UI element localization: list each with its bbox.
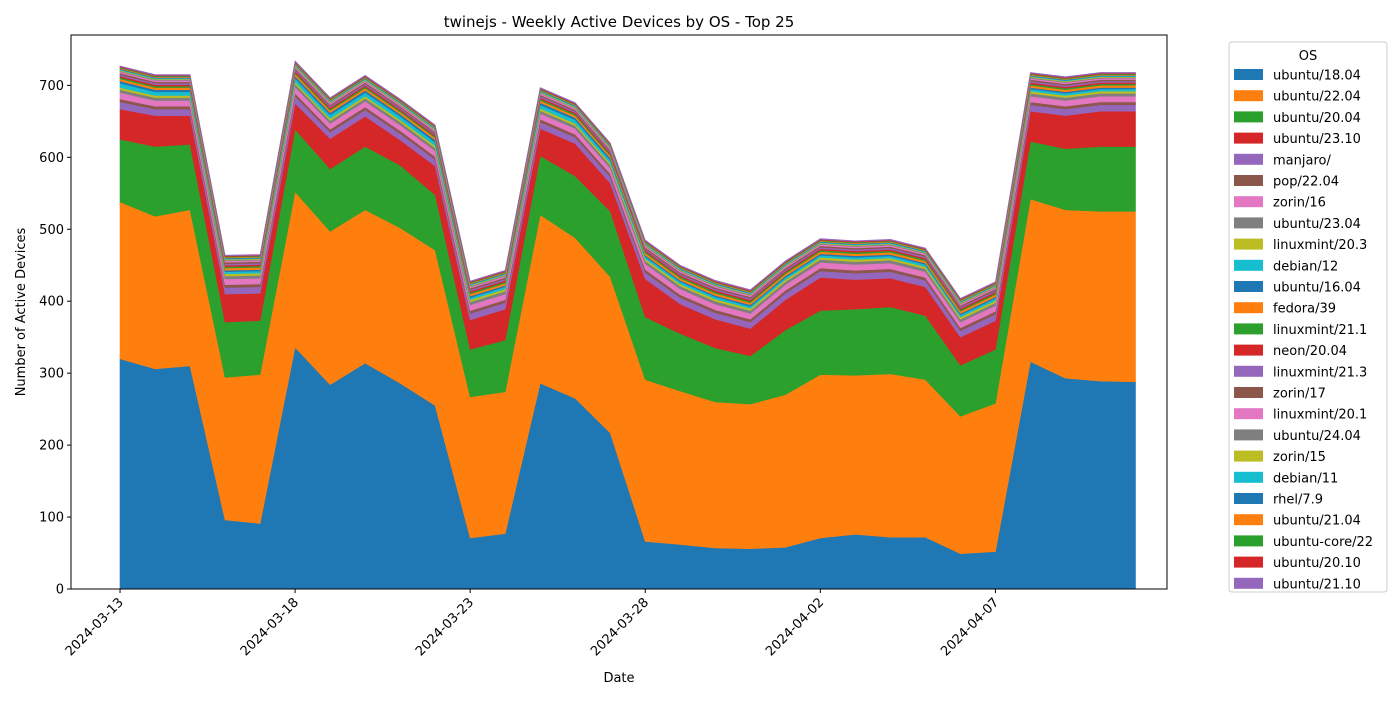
legend-label-3: ubuntu/23.10 [1273, 132, 1361, 147]
legend-label-5: pop/22.04 [1273, 175, 1339, 190]
legend-swatch-5 [1234, 175, 1263, 186]
legend-label-8: linuxmint/20.3 [1273, 238, 1367, 253]
legend-label-24: ubuntu/21.10 [1273, 577, 1361, 592]
y-axis-label: Number of Active Devices [14, 227, 29, 396]
legend-swatch-24 [1234, 577, 1263, 589]
legend-label-13: neon/20.04 [1273, 344, 1347, 359]
legend-swatch-4 [1234, 153, 1263, 165]
legend-swatch-2 [1234, 111, 1263, 123]
y-tick-label-6: 600 [39, 151, 64, 166]
legend-label-6: zorin/16 [1273, 196, 1326, 211]
legend-label-22: ubuntu-core/22 [1273, 535, 1373, 550]
legend-swatch-11 [1234, 302, 1263, 314]
x-tick-label-2: 2024-03-23 [413, 595, 477, 659]
legend-swatch-15 [1234, 387, 1263, 398]
legend-label-18: zorin/15 [1273, 450, 1326, 465]
legend-label-15: zorin/17 [1273, 387, 1326, 402]
y-tick-label-1: 100 [39, 511, 64, 526]
legend-label-20: rhel/7.9 [1273, 493, 1323, 508]
x-tick-label-3: 2024-03-28 [588, 595, 652, 659]
plot-frame [70, 34, 1168, 590]
y-tick-label-0: 0 [56, 583, 64, 598]
legend-label-10: ubuntu/16.04 [1273, 281, 1361, 296]
legend-swatch-17 [1234, 429, 1263, 441]
chart-title: twinejs - Weekly Active Devices by OS - … [444, 13, 795, 31]
legend-frame [1228, 41, 1388, 593]
y-tick-label-2: 200 [39, 439, 64, 454]
legend-title: OS [1299, 49, 1317, 64]
legend-swatch-12 [1234, 323, 1263, 335]
legend-label-1: ubuntu/22.04 [1273, 90, 1361, 105]
x-axis-label: Date [603, 671, 634, 686]
legend-label-12: linuxmint/21.1 [1273, 323, 1367, 338]
legend-swatch-21 [1234, 514, 1263, 526]
y-tick-label-5: 500 [39, 223, 64, 238]
plot-area [119, 60, 1136, 590]
legend-label-19: debian/11 [1273, 471, 1338, 486]
legend-label-16: linuxmint/20.1 [1273, 408, 1367, 423]
legend-swatch-9 [1234, 259, 1263, 271]
legend-swatch-1 [1234, 90, 1263, 102]
legend-label-2: ubuntu/20.04 [1273, 111, 1361, 126]
legend-swatch-3 [1234, 132, 1263, 144]
x-tick-label-0: 2024-03-13 [63, 595, 127, 659]
legend-label-9: debian/12 [1273, 259, 1338, 274]
y-tick-label-3: 300 [39, 367, 64, 382]
x-tick-label-1: 2024-03-18 [238, 595, 302, 659]
legend-swatch-6 [1234, 196, 1263, 208]
legend-swatch-14 [1234, 365, 1263, 377]
legend-label-23: ubuntu/20.10 [1273, 556, 1361, 571]
x-tick-label-5: 2024-04-07 [938, 595, 1002, 659]
x-tick-label-4: 2024-04-02 [763, 595, 827, 659]
legend-label-11: fedora/39 [1273, 302, 1336, 317]
legend-label-17: ubuntu/24.04 [1273, 429, 1361, 444]
legend-swatch-23 [1234, 556, 1263, 568]
legend-swatch-13 [1234, 344, 1263, 356]
y-tick-label-4: 400 [39, 295, 64, 310]
legend-swatch-16 [1234, 408, 1263, 420]
legend-swatch-19 [1234, 471, 1263, 483]
legend-swatch-7 [1234, 217, 1263, 229]
y-tick-label-7: 700 [39, 79, 64, 94]
legend: OS ubuntu/18.04 ubuntu/22.04 ubuntu/20.04 u… [1228, 41, 1388, 593]
legend-swatch-8 [1234, 238, 1263, 250]
y-axis: 0 100 200 300 400 500 600 700 [39, 79, 71, 598]
legend-swatch-10 [1234, 281, 1263, 292]
legend-label-14: linuxmint/21.3 [1273, 365, 1367, 380]
legend-swatch-20 [1234, 493, 1263, 504]
legend-label-7: ubuntu/23.04 [1273, 217, 1361, 232]
legend-swatch-22 [1234, 535, 1263, 547]
area-series-24 [119, 60, 1136, 300]
legend-swatch-0 [1234, 69, 1263, 80]
legend-label-21: ubuntu/21.04 [1273, 514, 1361, 529]
legend-swatch-18 [1234, 450, 1263, 462]
legend-label-4: manjaro/ [1273, 153, 1331, 168]
legend-label-0: ubuntu/18.04 [1273, 69, 1361, 84]
x-axis: 2024-03-13 2024-03-18 2024-03-23 2024-03-28… [63, 589, 1002, 659]
